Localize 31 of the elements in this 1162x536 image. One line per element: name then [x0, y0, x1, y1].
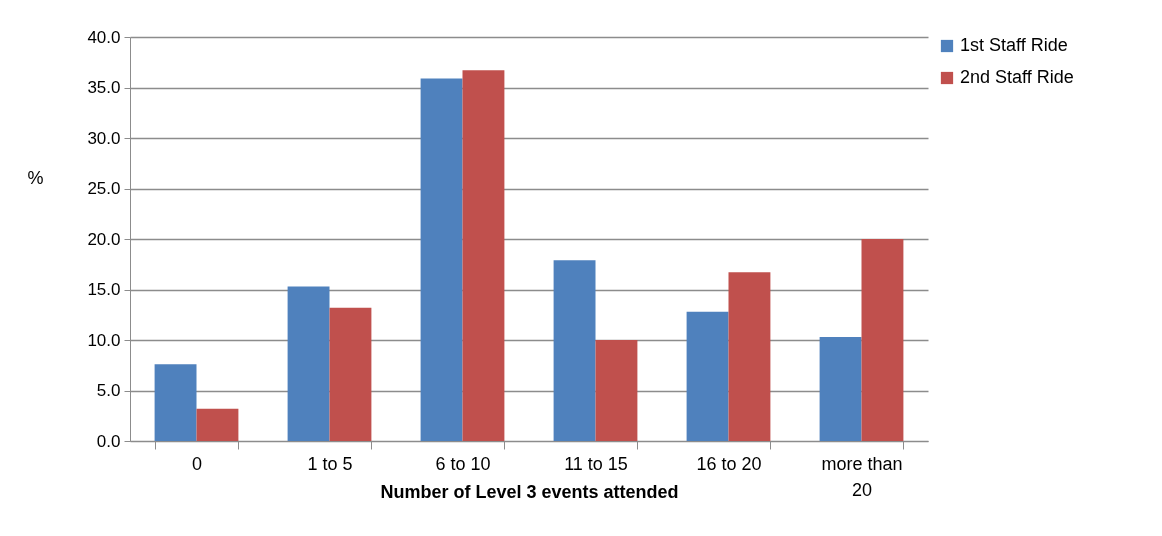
legend-label: 2nd Staff Ride: [960, 67, 1074, 87]
bar: [553, 260, 596, 441]
x-tick-label: 11 to 15: [564, 453, 628, 474]
bar: [196, 408, 239, 441]
bar: [595, 340, 638, 441]
bar: [728, 272, 771, 441]
x-tick-label: more than 20: [821, 453, 903, 500]
x-tick-label: 6 to 10: [435, 453, 491, 474]
y-tick-label: 25.0: [87, 179, 121, 198]
y-tick-label: 5.0: [96, 381, 121, 400]
y-tick-label: 10.0: [87, 330, 121, 350]
y-tick-label: 35.0: [87, 78, 121, 97]
bar: [329, 307, 372, 441]
legend-label: 1st Staff Ride: [960, 35, 1068, 55]
x-axis-title: Number of Level 3 events attended: [380, 481, 679, 502]
y-tick-label: 15.0: [87, 280, 121, 299]
x-tick-label: 16 to 20: [696, 453, 762, 474]
x-tick-label: 1 to 5: [307, 453, 353, 474]
y-tick-label: 40.0: [87, 27, 121, 47]
x-tick-label: 0: [191, 453, 203, 474]
bar: [154, 364, 197, 441]
y-tick-label: 30.0: [87, 128, 121, 148]
bar: [287, 286, 330, 441]
bar: [420, 78, 463, 441]
bar: [686, 311, 729, 441]
y-tick-label: 0.0: [96, 431, 121, 451]
y-tick-label: 20.0: [87, 229, 121, 249]
bar: [861, 239, 904, 441]
y-axis-title: %: [27, 167, 44, 188]
bar: [462, 70, 505, 441]
bar: [819, 336, 862, 441]
